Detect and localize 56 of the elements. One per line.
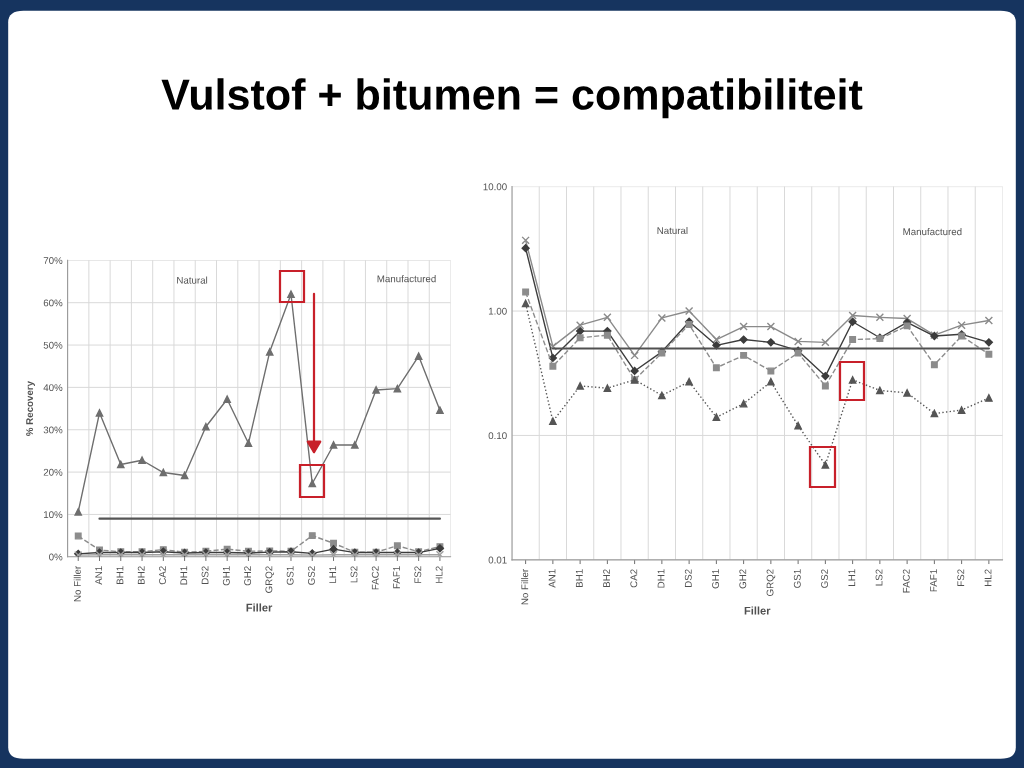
x-tick-label: BH2	[137, 566, 145, 584]
x-tick-label: CA2	[159, 566, 166, 585]
y-tick-label: 0.01	[488, 556, 507, 564]
x-tick-label: LH1	[329, 566, 337, 583]
y-tick-label: 20%	[43, 468, 63, 476]
x-tick-label: DH1	[180, 566, 188, 585]
y-tick-label: 60%	[43, 299, 63, 307]
y-tick-label: 30%	[43, 426, 63, 434]
chart-title: Vulstof + bitumen = compatibiliteit	[161, 78, 863, 119]
x-tick-label: No Filler	[521, 569, 529, 605]
x-tick-label: BH1	[116, 566, 124, 584]
x-tick-label: FAF1	[930, 569, 937, 592]
x-tick-label: No Filler	[73, 565, 81, 602]
x-tick-label: HL2	[984, 569, 992, 586]
x-tick-label: LS2	[350, 566, 358, 583]
annotation: Natural	[177, 276, 208, 284]
x-tick-label: LS2	[875, 569, 883, 586]
x-tick-label: DS2	[684, 569, 692, 588]
x-tick-label: GS2	[821, 569, 828, 588]
x-tick-label: LH1	[848, 569, 856, 586]
y-axis-title: % Recovery	[26, 381, 35, 436]
y-tick-label: 10%	[44, 511, 63, 519]
x-tick-label: GRQ2	[265, 566, 275, 593]
x-tick-label: GH2	[244, 566, 252, 586]
x-tick-label: GRQ2	[766, 569, 776, 596]
x-tick-label: FS2	[957, 569, 965, 586]
y-tick-label: 50%	[43, 341, 63, 349]
annotation: Manufactured	[903, 228, 962, 236]
y-tick-label: 0.10	[488, 432, 507, 440]
x-tick-label: FAC2	[902, 569, 910, 593]
annotation: Natural	[657, 226, 688, 235]
y-tick-label: 1.00	[488, 307, 507, 315]
x-axis-title: Filler	[744, 606, 771, 615]
x-tick-label: DH1	[657, 569, 665, 588]
x-tick-label: BH1	[575, 569, 583, 588]
x-tick-label: GS1	[286, 566, 294, 585]
y-tick-label: 40%	[43, 384, 63, 392]
x-tick-label: GS2	[307, 566, 315, 585]
y-tick-label: 0%	[49, 553, 63, 561]
x-tick-label: CA2	[630, 569, 638, 588]
x-tick-label: GH2	[739, 569, 747, 589]
x-tick-label: GH1	[712, 569, 719, 589]
annotation: Manufactured	[377, 275, 436, 283]
y-tick-label: 70%	[43, 257, 63, 264]
x-tick-label: FAC2	[371, 566, 379, 590]
x-axis-title: Filler	[246, 603, 273, 612]
x-tick-label: DS2	[201, 566, 209, 584]
x-tick-label: GH1	[222, 566, 230, 586]
x-tick-label: AN1	[548, 569, 556, 588]
x-tick-label: BH2	[603, 569, 610, 588]
x-tick-label: FAF1	[393, 566, 400, 589]
y-tick-label: 10.00	[483, 183, 507, 191]
x-tick-label: AN1	[95, 566, 103, 585]
x-tick-label: HL2	[435, 566, 443, 583]
x-tick-label: FS2	[414, 566, 422, 583]
x-tick-label: GS1	[793, 569, 801, 588]
